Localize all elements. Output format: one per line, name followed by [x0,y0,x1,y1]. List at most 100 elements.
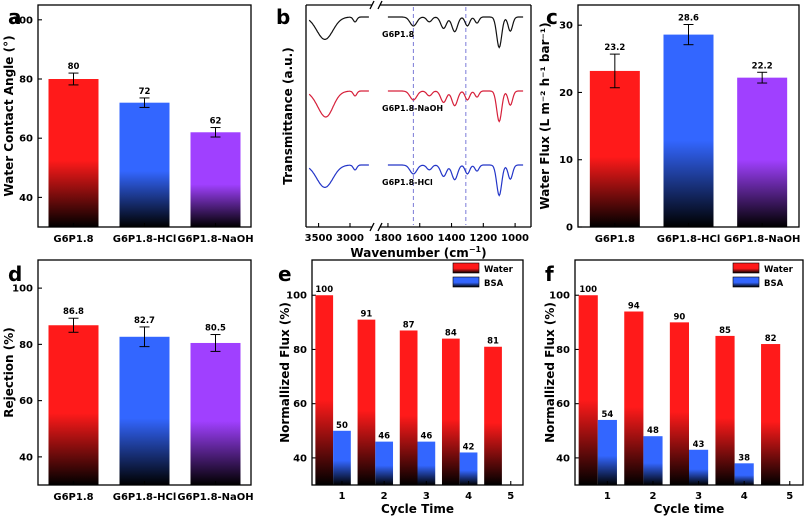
data-label: 84 [445,329,457,339]
x-tick-label: G6P1.8-HCl [113,492,177,503]
y-tick-label: 30 [559,21,573,32]
data-label: 48 [647,426,659,436]
x-tick-label: 3000 [336,233,364,244]
bar-water [484,346,502,485]
bar-bsa [734,463,754,485]
panel-letter-e: e [278,262,292,286]
bar-bsa [459,452,478,485]
y-tick-label: 60 [19,396,33,407]
data-label: 100 [315,285,333,295]
x-tick-label: 1200 [469,233,497,244]
bar [48,79,99,227]
x-tick-label: 1600 [406,233,434,244]
legend-swatch-water [732,262,760,274]
curve-label: G6P1.8 [382,30,415,39]
bar-water [357,319,376,485]
x-tick-label: G6P1.8-NaOH [177,492,253,503]
bar [190,342,241,485]
panel-letter-f: f [545,262,554,286]
spectrum-line [387,16,524,49]
data-label: 80.5 [205,324,226,334]
data-label: 94 [628,302,640,312]
x-axis-title: Cycle time [654,502,725,516]
spectrum-line [387,90,524,123]
y-axis-title: Water Contact Angle (°) [2,35,16,196]
x-tick-label: 1 [604,491,611,502]
data-label: 28.6 [678,14,699,24]
data-label: 46 [378,432,390,442]
data-label: 82.7 [134,316,155,326]
x-tick-label: 2 [649,491,656,502]
y-tick-label: 60 [19,134,33,145]
data-label: 72 [139,87,151,97]
y-tick-label: 10 [559,155,573,166]
x-tick-label: 1400 [438,233,466,244]
y-axis-title: Rejection (%) [2,327,16,418]
axis-break-mark [377,222,383,232]
bar [119,102,170,227]
y-axis-title: Normallized Flux (%) [278,302,292,443]
data-label: 23.2 [604,43,625,53]
y-axis-title: Water Flux (L m⁻² h⁻¹ bar⁻¹) [538,22,552,209]
legend-label: BSA [484,279,504,289]
curve-label: G6P1.8-HCl [382,178,433,187]
data-label: 85 [719,326,731,336]
y-tick-label: 80 [19,340,33,351]
bar-water [715,335,735,485]
data-label: 38 [738,453,750,463]
bar-water [624,311,644,485]
data-label: 86.8 [63,307,84,317]
x-tick-label: 2 [381,491,388,502]
data-label: 91 [361,310,373,320]
bar [48,325,99,485]
bar [190,132,241,227]
data-label: 42 [463,442,475,452]
x-tick-label: 5 [786,491,793,502]
x-tick-label: G6P1.8 [53,492,93,503]
bar [737,77,788,228]
y-tick-label: 80 [556,345,570,356]
bar-water [669,322,689,485]
spectrum-line [387,164,524,197]
y-tick-label: 40 [19,193,33,204]
x-tick-label: G6P1.8-HCl [113,234,177,245]
y-tick-label: 80 [293,345,307,356]
y-tick-label: 100 [12,15,33,26]
spectrum-line [308,16,369,40]
curve-label: G6P1.8-NaOH [382,104,443,113]
axis-break-mark [377,0,383,10]
data-label: 80 [68,62,80,72]
x-tick-label: 3500 [305,233,333,244]
panel-letter-c: c [546,5,558,29]
legend-swatch-bsa [452,276,480,288]
legend-label: BSA [764,279,784,289]
legend-swatch-bsa [732,276,760,288]
x-axis-title: Cycle Time [381,502,454,516]
bar-bsa [689,449,709,485]
legend-label: Water [764,265,794,275]
x-tick-label: 1000 [501,233,529,244]
bar [589,70,640,227]
bar-water [761,344,781,485]
y-tick-label: 100 [12,284,33,295]
y-tick-label: 20 [559,88,573,99]
bar-bsa [643,436,663,485]
legend-swatch-water [452,262,480,274]
data-label: 54 [601,410,613,420]
bar-water [315,295,334,485]
x-tick-label: 1800 [374,233,402,244]
x-tick-label: G6P1.8-NaOH [177,234,253,245]
bar-water [399,330,418,485]
y-axis-title: Normallized Flux (%) [543,302,557,443]
x-tick-label: 4 [465,491,472,502]
x-tick-label: 5 [507,491,514,502]
bar-water [441,338,460,485]
axis-break-mark [369,0,375,10]
data-label: 43 [693,440,705,450]
panel-letter-b: b [276,5,290,29]
panel-letter-a: a [8,5,22,29]
panel-b: 3500 3000 1800 1600 1400 1200 1000 G6P1.8 G6P1.8… [276,0,532,260]
x-tick-label: 3 [423,491,430,502]
data-label: 100 [579,285,597,295]
